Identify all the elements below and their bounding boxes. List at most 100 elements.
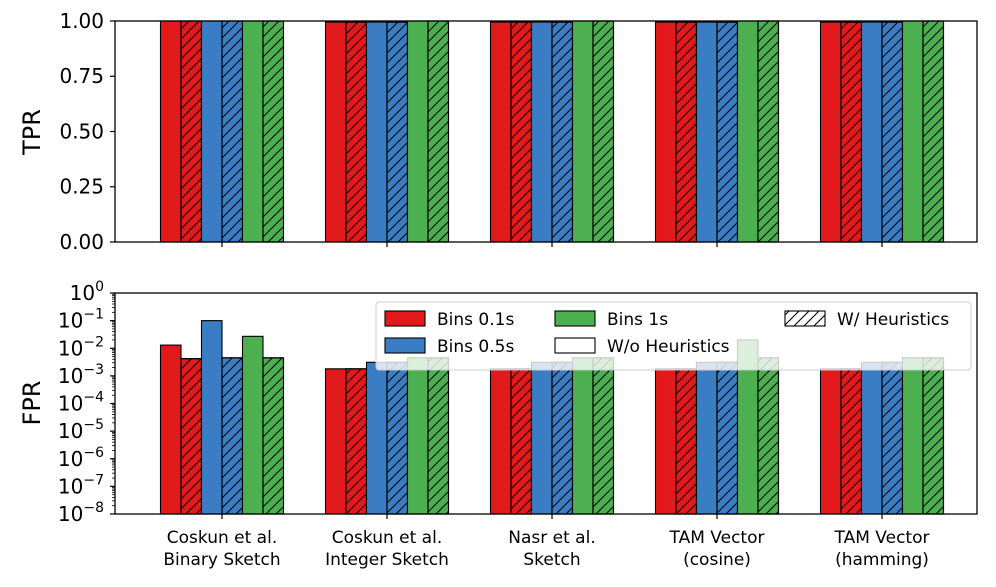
tpr-panel: 1.00 0.75 0.50 0.25 0.00 TPR [18, 9, 978, 254]
tpr-bar-hatch [427, 20, 450, 243]
tpr-bar [736, 20, 759, 243]
tpr-bar [571, 20, 594, 243]
xtick-label: TAM Vector [669, 528, 765, 548]
fpr-bar [695, 361, 718, 515]
fpr-bar [200, 320, 223, 515]
legend: Bins 0.1s Bins 0.5s Bins 1s W/o Heuristi… [375, 301, 972, 371]
tpr-bar-hatch [716, 21, 739, 243]
legend-label-bins-0-1s: Bins 0.1s [437, 310, 514, 330]
fpr-bar [324, 368, 347, 515]
tpr-bar-hatch [262, 20, 285, 243]
xtick-label: Sketch [523, 550, 580, 570]
tpr-bar-hatch [757, 20, 780, 243]
tpr-bar-hatch [386, 21, 409, 243]
fpr-bar-hatch [716, 361, 739, 515]
fpr-ytick-label: 10−8 [58, 500, 104, 526]
fpr-bar [406, 357, 429, 515]
tpr-bar-hatch [510, 21, 533, 243]
fpr-bar-hatch [345, 368, 368, 515]
fpr-ytick-label: 10−6 [58, 445, 104, 471]
fpr-bar [241, 335, 264, 515]
tpr-bar [324, 21, 347, 243]
fpr-ytick-label: 100 [70, 279, 104, 305]
tpr-bar-hatch [881, 21, 904, 243]
fpr-ytick-label: 10−7 [58, 472, 104, 498]
fpr-bar-hatch [757, 357, 780, 515]
tpr-bar [159, 20, 182, 243]
tpr-bar [406, 20, 429, 243]
fpr-bar [365, 361, 388, 515]
xtick-label: Integer Sketch [325, 550, 449, 570]
tpr-bar-hatch [675, 21, 698, 243]
legend-swatch-bins-0-1s [384, 310, 426, 327]
tpr-bar [654, 21, 677, 243]
xtick-label: (hamming) [835, 550, 929, 570]
fpr-bar [571, 357, 594, 515]
fpr-bar [159, 344, 182, 515]
fpr-ytick-label: 10−2 [58, 334, 104, 360]
tpr-bar-hatch [551, 21, 574, 243]
legend-swatch-with-heuristics [784, 310, 826, 327]
tpr-bar-hatch [592, 20, 615, 243]
tpr-bar [901, 20, 924, 243]
fpr-bar-hatch [386, 361, 409, 515]
fpr-bar-hatch [427, 357, 450, 515]
fpr-bar-hatch [262, 357, 285, 515]
tpr-bar [200, 20, 223, 243]
tpr-y-axis-label: TPR [18, 109, 46, 156]
tpr-ytick-label: 1.00 [59, 9, 104, 33]
fpr-bar-hatch [881, 361, 904, 515]
fpr-bar-hatch [221, 357, 244, 515]
tpr-ytick-label: 0.25 [59, 175, 104, 199]
legend-label-with-heuristics: W/ Heuristics [837, 310, 949, 330]
legend-swatch-bins-1s [554, 310, 596, 327]
fpr-bar-hatch [675, 368, 698, 515]
tpr-bar-hatch [840, 21, 863, 243]
fpr-bar [901, 357, 924, 515]
tpr-bar [819, 21, 842, 243]
fpr-ytick-label: 10−3 [58, 362, 104, 388]
fpr-bar [530, 361, 553, 515]
xtick-label: (cosine) [683, 550, 751, 570]
fpr-bar [489, 368, 512, 515]
fpr-bar-hatch [922, 357, 945, 515]
fpr-ytick-label: 10−4 [58, 390, 104, 416]
fpr-bar-hatch [510, 368, 533, 515]
tpr-y-ticks: 1.00 0.75 0.50 0.25 0.00 [59, 9, 115, 254]
xtick-label: Coskun et al. [167, 528, 277, 548]
tpr-bar [365, 21, 388, 243]
tpr-bar [695, 21, 718, 243]
fpr-bar-hatch [840, 368, 863, 515]
tpr-bar-hatch [221, 20, 244, 243]
fpr-bar-hatch [551, 361, 574, 515]
fpr-ytick-label: 10−5 [58, 417, 104, 443]
fpr-y-axis-label: FPR [18, 381, 46, 426]
fpr-bar-hatch [180, 358, 203, 515]
tpr-bar [860, 21, 883, 243]
fpr-ytick-label: 10−1 [58, 307, 104, 333]
tpr-bar-hatch [180, 20, 203, 243]
fpr-bar [654, 368, 677, 515]
tpr-ytick-label: 0.00 [59, 230, 104, 254]
legend-label-bins-1s: Bins 1s [607, 310, 668, 330]
fpr-bar [860, 361, 883, 515]
xtick-label: Coskun et al. [332, 528, 442, 548]
legend-swatch-without-heuristics [554, 337, 596, 354]
legend-swatch-bins-0-5s [384, 337, 426, 354]
tpr-bar-hatch [345, 21, 368, 243]
tpr-bar [241, 20, 264, 243]
tpr-bar [489, 21, 512, 243]
fpr-bar-hatch [592, 357, 615, 515]
tpr-bars [159, 20, 945, 243]
tpr-bar [530, 21, 553, 243]
tpr-ytick-label: 0.50 [59, 120, 104, 144]
tpr-ytick-label: 0.75 [59, 64, 104, 88]
xtick-label: Nasr et al. [508, 528, 595, 548]
legend-label-bins-0-5s: Bins 0.5s [437, 337, 514, 357]
legend-label-without-heuristics: W/o Heuristics [607, 337, 730, 357]
xtick-label: TAM Vector [834, 528, 930, 548]
